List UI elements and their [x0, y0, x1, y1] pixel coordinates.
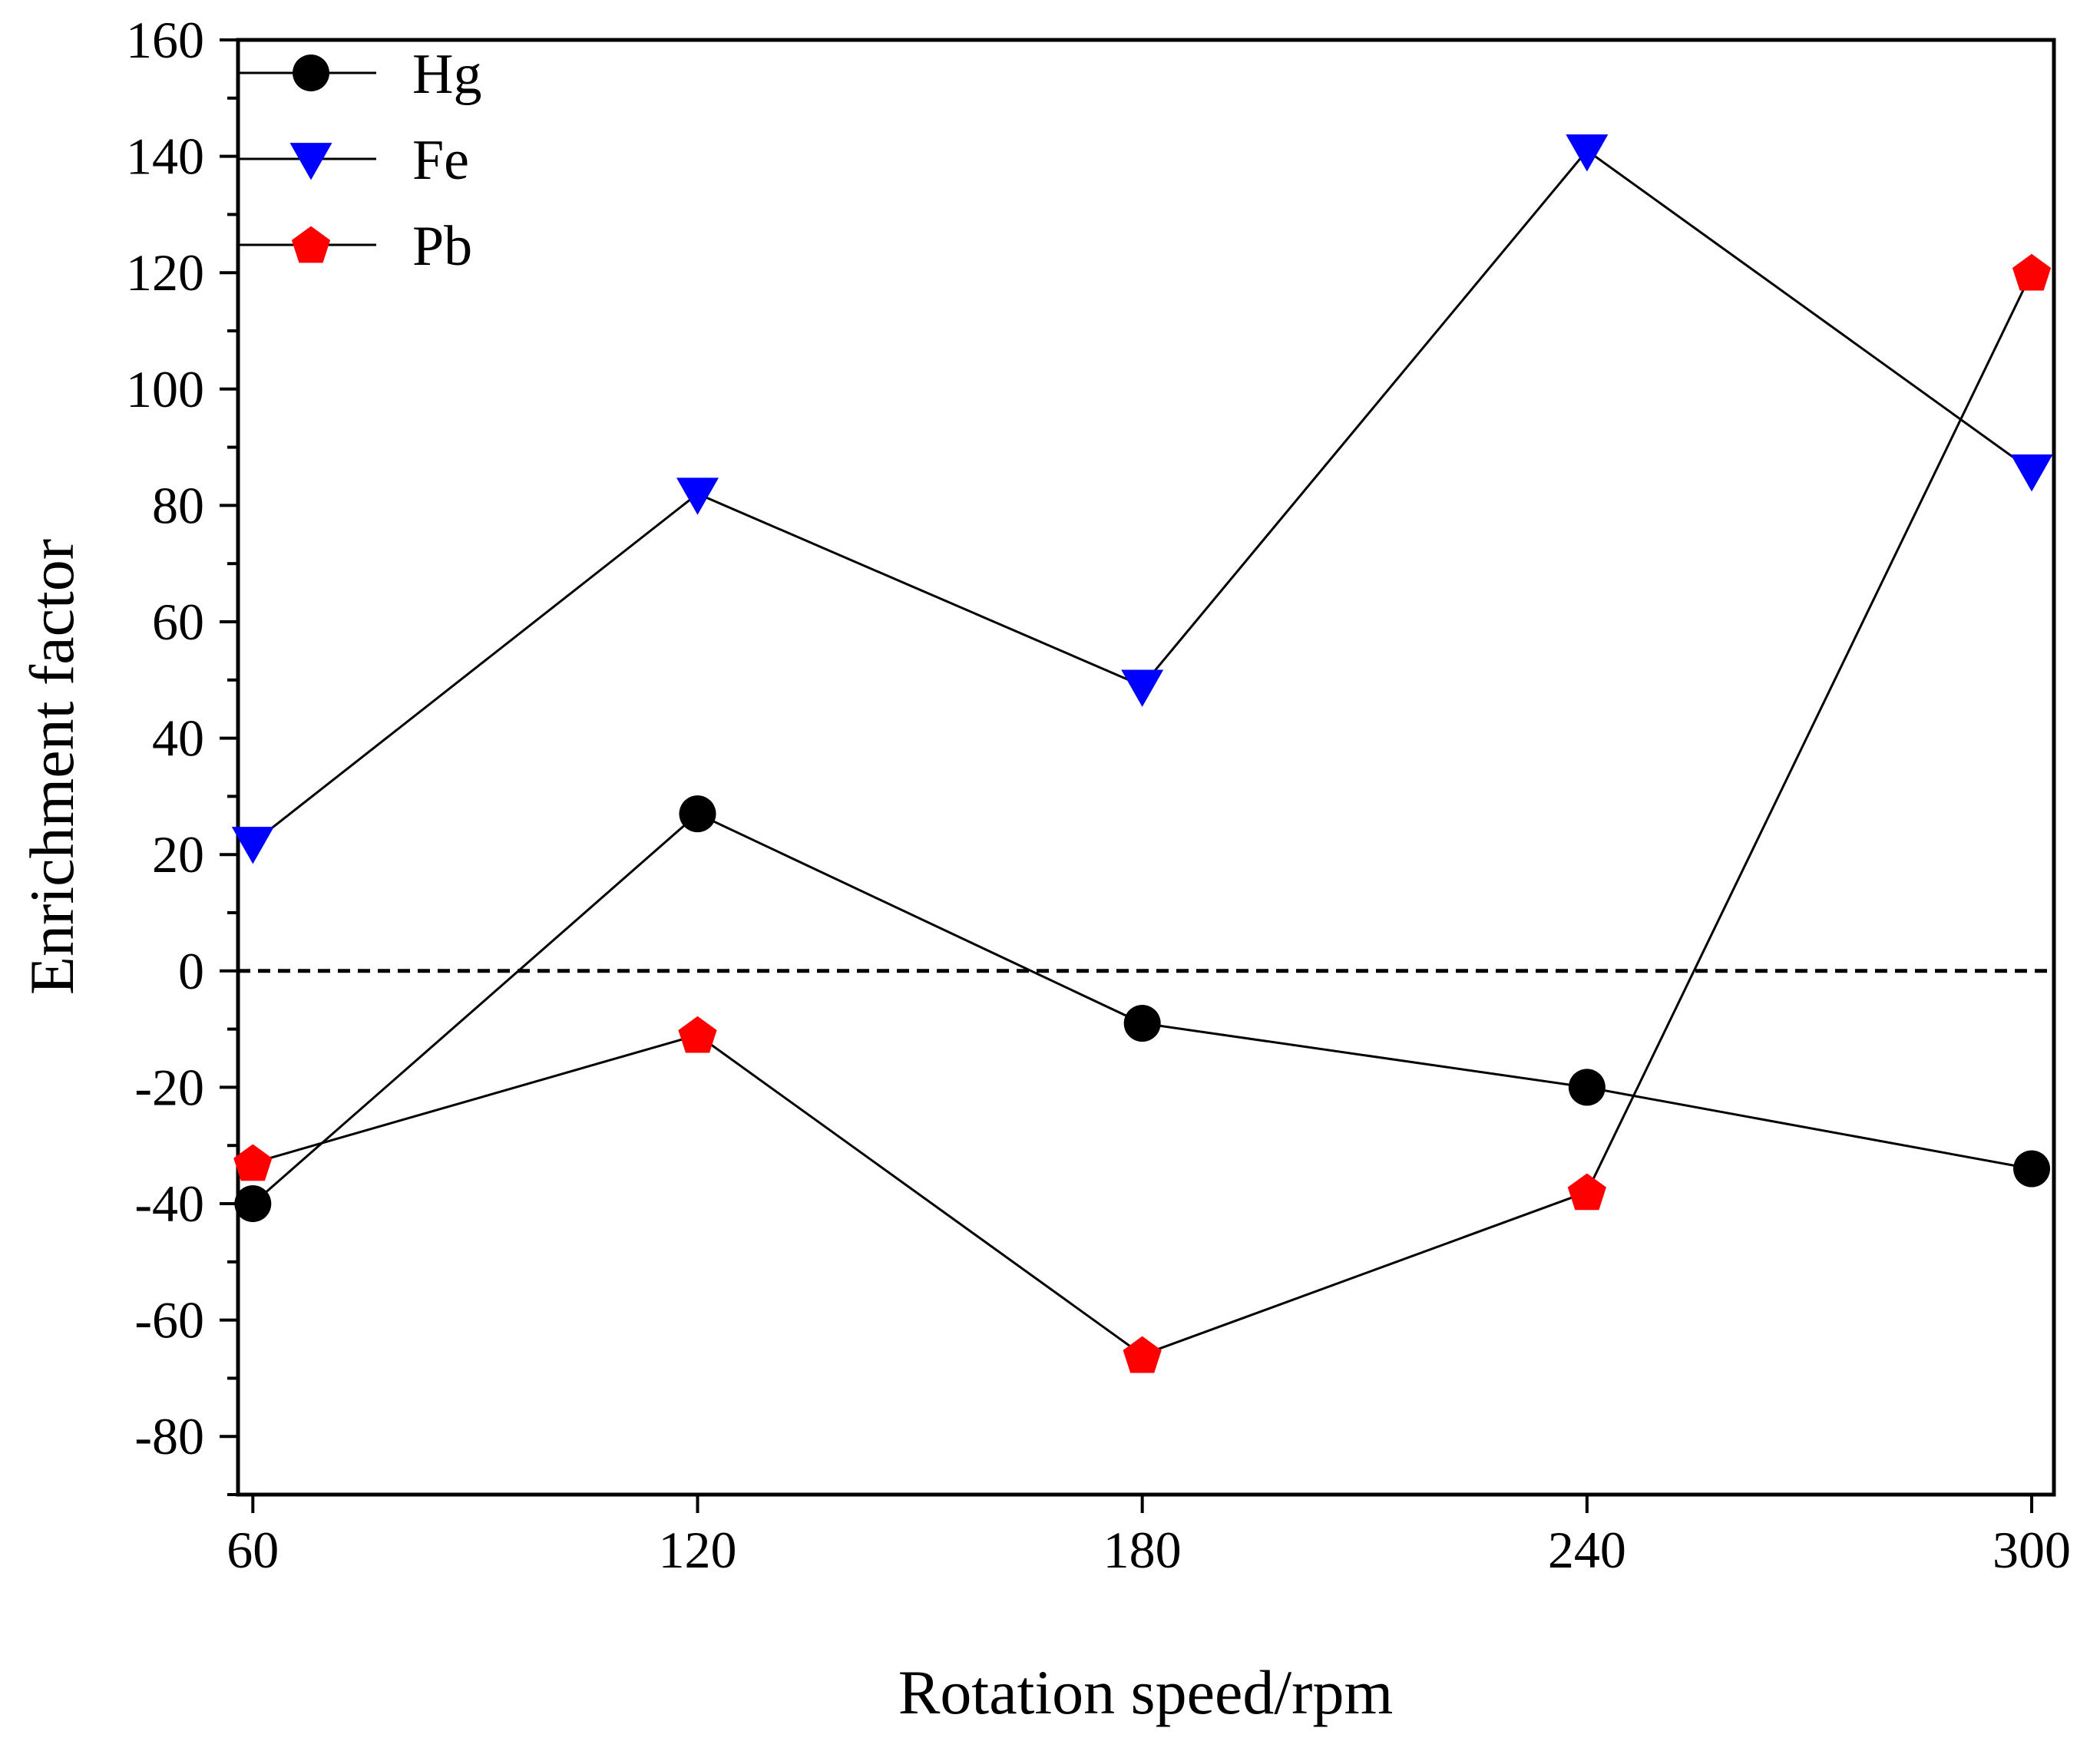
y-tick-label: 80 — [152, 476, 204, 534]
data-point-hg — [679, 795, 716, 833]
plot-frame — [236, 38, 2056, 1497]
y-tick-label: -20 — [134, 1058, 204, 1116]
y-tick-label: -80 — [134, 1407, 204, 1465]
x-tick-label: 240 — [1548, 1521, 1626, 1579]
y-tick-label: 60 — [152, 593, 204, 651]
legend-label-hg: Hg — [412, 43, 481, 106]
data-point-pb — [678, 1016, 717, 1053]
data-point-fe — [1566, 134, 1609, 172]
y-tick-label: 100 — [126, 360, 204, 418]
data-point-hg — [2013, 1150, 2051, 1188]
x-axis-title: Rotation speed/rpm — [898, 1657, 1394, 1727]
y-axis-title: Enrichment factor — [17, 539, 87, 995]
data-point-fe — [1121, 669, 1164, 707]
legend-marker-hg — [293, 55, 329, 91]
y-tick-label: 0 — [178, 942, 204, 1000]
y-tick-label: 20 — [152, 825, 204, 884]
x-tick-label: 180 — [1103, 1521, 1182, 1579]
data-point-hg — [234, 1185, 272, 1222]
data-point-pb — [1567, 1173, 1606, 1211]
series-line-fe — [252, 148, 2032, 844]
y-tick-label: -40 — [134, 1174, 204, 1233]
x-tick-label: 120 — [658, 1521, 736, 1579]
data-point-pb — [2012, 253, 2052, 291]
series-line-pb — [252, 272, 2033, 1356]
y-tick-label: 140 — [126, 127, 204, 186]
data-point-fe — [676, 477, 719, 515]
y-tick-label: -60 — [134, 1291, 204, 1350]
data-point-hg — [1568, 1069, 1606, 1106]
data-point-pb — [1123, 1336, 1162, 1373]
data-point-pb — [233, 1144, 273, 1181]
y-tick-label: 120 — [126, 243, 204, 302]
legend-marker-pb — [291, 226, 331, 263]
y-tick-label: 160 — [126, 11, 204, 69]
x-tick-label: 60 — [227, 1521, 279, 1579]
legend-label-fe: Fe — [412, 129, 469, 192]
legend-marker-fe — [289, 143, 332, 180]
legend-label-pb: Pb — [412, 215, 472, 278]
y-tick-label: 40 — [152, 709, 204, 768]
data-point-fe — [231, 827, 274, 864]
data-point-fe — [2010, 454, 2053, 492]
data-point-hg — [1123, 1005, 1161, 1042]
x-tick-label: 300 — [1993, 1521, 2071, 1579]
